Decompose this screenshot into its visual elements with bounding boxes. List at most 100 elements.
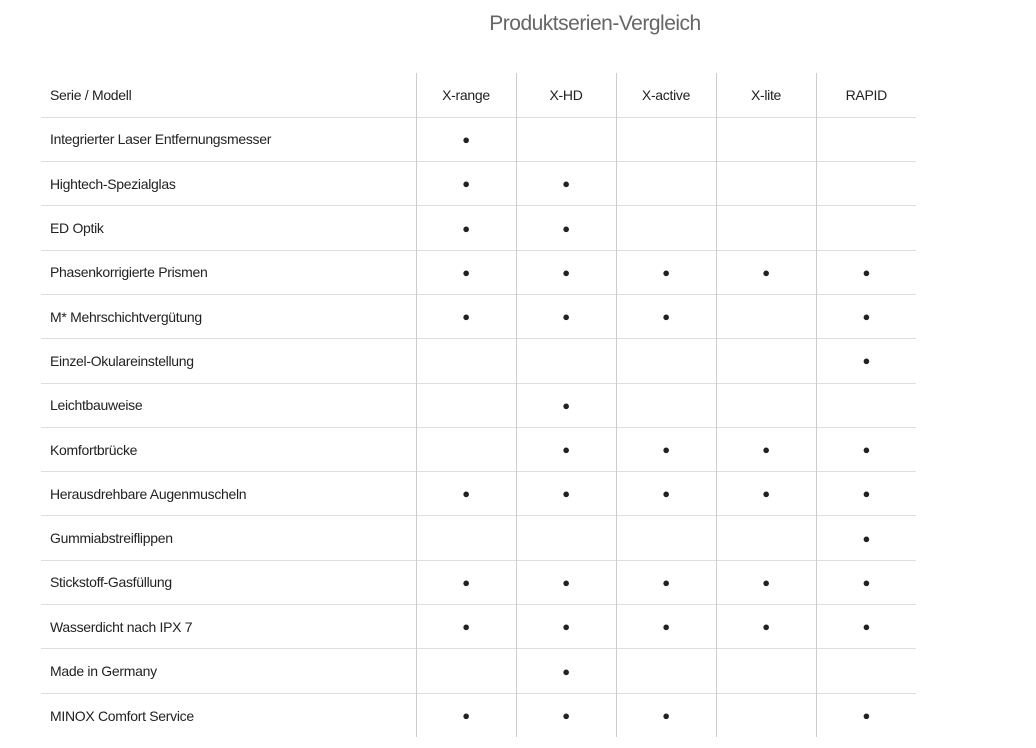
empty-cell [715, 116, 816, 162]
empty-cell [815, 205, 916, 251]
feature-bullet: ● [415, 471, 516, 516]
empty-cell [615, 515, 716, 561]
empty-cell [415, 515, 516, 561]
table-row: Phasenkorrigierte Prismen ● ● ● ● ● [41, 249, 916, 295]
empty-cell [615, 382, 716, 428]
feature-bullet: ● [515, 249, 616, 295]
column-header: RAPID [815, 73, 916, 118]
feature-label: Einzel-Okulareinstellung [41, 338, 416, 384]
header-row: Serie / Modell X-range X-HD X-active X-lite R… [41, 73, 916, 118]
feature-label: Integrierter Laser Entfernungsmesser [41, 116, 416, 162]
feature-bullet: ● [715, 471, 816, 516]
empty-cell [715, 205, 816, 251]
empty-cell [415, 382, 516, 428]
empty-cell [415, 426, 516, 472]
empty-cell [515, 515, 616, 561]
empty-cell [515, 116, 616, 162]
feature-label: ED Optik [41, 205, 416, 251]
feature-bullet: ● [815, 692, 916, 738]
empty-cell [715, 515, 816, 561]
feature-bullet: ● [615, 426, 716, 472]
feature-bullet: ● [615, 471, 716, 516]
feature-bullet: ● [515, 471, 616, 516]
table-row: MINOX Comfort Service ● ● ● ● [41, 692, 916, 738]
empty-cell [715, 161, 816, 206]
feature-bullet: ● [515, 648, 616, 694]
table-row: Herausdrehbare Augenmuscheln ● ● ● ● ● [41, 471, 916, 516]
table-row: ED Optik ● ● [41, 205, 916, 251]
feature-bullet: ● [415, 293, 516, 339]
empty-cell [815, 116, 916, 162]
feature-bullet: ● [715, 604, 816, 649]
feature-bullet: ● [415, 205, 516, 251]
table-row: Leichtbauweise ● [41, 382, 916, 428]
feature-bullet: ● [415, 692, 516, 738]
table-row: Stickstoff-Gasfüllung ● ● ● ● ● [41, 559, 916, 605]
feature-bullet: ● [815, 604, 916, 649]
empty-cell [615, 161, 716, 206]
column-header: X-active [615, 73, 716, 118]
feature-bullet: ● [715, 559, 816, 605]
feature-bullet: ● [515, 604, 616, 649]
feature-label: Gummiabstreiflippen [41, 515, 416, 561]
feature-bullet: ● [715, 426, 816, 472]
table-row: Komfortbrücke ● ● ● ● [41, 426, 916, 472]
column-header: X-HD [515, 73, 616, 118]
table-row: Hightech-Spezialglas ● ● [41, 161, 916, 206]
feature-bullet: ● [415, 559, 516, 605]
empty-cell [815, 648, 916, 694]
feature-bullet: ● [515, 559, 616, 605]
empty-cell [415, 338, 516, 384]
feature-label: Hightech-Spezialglas [41, 161, 416, 206]
feature-label: Phasenkorrigierte Prismen [41, 249, 416, 295]
empty-cell [515, 338, 616, 384]
feature-bullet: ● [715, 249, 816, 295]
empty-cell [615, 205, 716, 251]
first-column-header: Serie / Modell [50, 86, 132, 103]
feature-bullet: ● [415, 116, 516, 162]
feature-bullet: ● [815, 471, 916, 516]
feature-label: Leichtbauweise [41, 382, 416, 428]
feature-label: Made in Germany [41, 648, 416, 694]
table-body: Integrierter Laser Entfernungsmesser ● Hig… [41, 116, 916, 738]
column-header: X-lite [715, 73, 816, 118]
table-header: Serie / Modell X-range X-HD X-active X-lite R… [41, 73, 916, 118]
empty-cell [715, 692, 816, 738]
column-header: X-range [415, 73, 516, 118]
table-row: Integrierter Laser Entfernungsmesser ● [41, 116, 916, 162]
empty-cell [615, 648, 716, 694]
feature-bullet: ● [615, 692, 716, 738]
feature-bullet: ● [515, 426, 616, 472]
empty-cell [615, 338, 716, 384]
table-row: Made in Germany ● [41, 648, 916, 694]
empty-cell [715, 338, 816, 384]
empty-cell [715, 648, 816, 694]
feature-label: MINOX Comfort Service [41, 692, 416, 738]
empty-cell [615, 116, 716, 162]
feature-bullet: ● [615, 293, 716, 339]
feature-bullet: ● [515, 205, 616, 251]
feature-bullet: ● [815, 249, 916, 295]
feature-label: Komfortbrücke [41, 426, 416, 472]
feature-bullet: ● [615, 559, 716, 605]
feature-label: Herausdrehbare Augenmuscheln [41, 471, 416, 516]
empty-cell [815, 382, 916, 428]
feature-bullet: ● [815, 559, 916, 605]
feature-bullet: ● [415, 249, 516, 295]
comparison-table: Serie / Modell X-range X-HD X-active X-lite R… [41, 73, 916, 738]
feature-bullet: ● [515, 293, 616, 339]
feature-bullet: ● [615, 249, 716, 295]
feature-bullet: ● [415, 604, 516, 649]
feature-bullet: ● [815, 338, 916, 384]
feature-bullet: ● [815, 515, 916, 561]
table-row: Gummiabstreiflippen ● [41, 515, 916, 561]
feature-bullet: ● [815, 426, 916, 472]
feature-label: Wasserdicht nach IPX 7 [41, 604, 416, 649]
feature-label: Stickstoff-Gasfüllung [41, 559, 416, 605]
feature-bullet: ● [815, 293, 916, 339]
feature-bullet: ● [515, 382, 616, 428]
feature-bullet: ● [415, 161, 516, 206]
table-row: M* Mehrschichtvergütung ● ● ● ● [41, 293, 916, 339]
feature-bullet: ● [515, 161, 616, 206]
